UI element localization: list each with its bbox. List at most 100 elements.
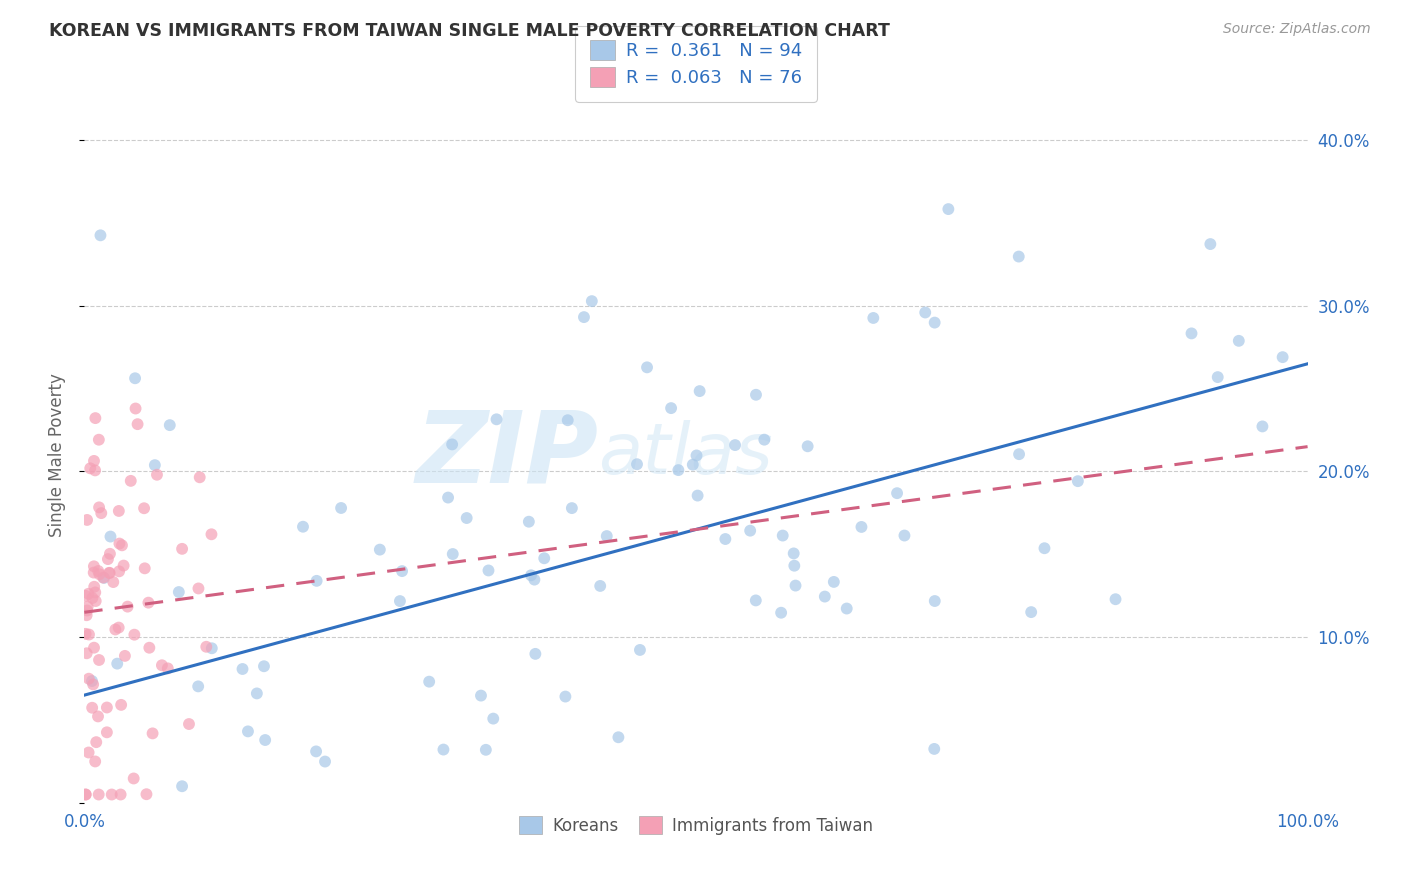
Point <box>103 575 125 590</box>
Point <box>135 787 157 801</box>
Point <box>1199 237 1222 252</box>
Point <box>330 501 353 516</box>
Point <box>561 501 583 516</box>
Point <box>150 658 173 673</box>
Point <box>666 463 689 477</box>
Point <box>82 591 104 605</box>
Point <box>893 528 915 542</box>
Point <box>134 561 156 575</box>
Legend: Koreans, Immigrants from Taiwan: Koreans, Immigrants from Taiwan <box>510 808 882 843</box>
Point <box>589 579 612 593</box>
Point <box>172 541 194 556</box>
Point <box>104 623 127 637</box>
Text: ZIP: ZIP <box>415 407 598 503</box>
Point <box>87 500 110 515</box>
Point <box>84 411 107 425</box>
Point <box>91 571 114 585</box>
Point <box>89 228 111 243</box>
Point <box>177 717 200 731</box>
Point <box>770 606 793 620</box>
Point <box>90 506 112 520</box>
Point <box>138 596 160 610</box>
Point <box>520 568 543 582</box>
Point <box>1033 541 1056 556</box>
Point <box>823 574 845 589</box>
Point <box>441 437 464 451</box>
Point <box>84 585 107 599</box>
Point <box>105 657 128 671</box>
Point <box>714 532 737 546</box>
Y-axis label: Single Male Poverty: Single Male Poverty <box>48 373 66 537</box>
Point <box>110 698 132 712</box>
Point <box>524 647 547 661</box>
Point <box>246 686 269 700</box>
Point <box>835 601 858 615</box>
Point <box>83 559 105 574</box>
Point <box>456 511 478 525</box>
Point <box>98 547 121 561</box>
Point <box>97 552 120 566</box>
Point <box>388 594 411 608</box>
Point <box>200 527 222 541</box>
Point <box>167 585 190 599</box>
Point <box>924 594 946 608</box>
Point <box>142 726 165 740</box>
Point <box>924 316 946 330</box>
Point <box>84 735 107 749</box>
Point <box>1251 419 1274 434</box>
Point <box>75 788 97 802</box>
Point <box>724 438 747 452</box>
Point <box>96 725 118 739</box>
Point <box>98 566 121 580</box>
Point <box>112 558 135 573</box>
Point <box>87 564 110 578</box>
Point <box>76 599 98 614</box>
Point <box>120 474 142 488</box>
Point <box>1067 474 1090 488</box>
Point <box>745 593 768 607</box>
Point <box>93 571 115 585</box>
Point <box>1019 605 1042 619</box>
Point <box>659 401 682 416</box>
Point <box>368 542 391 557</box>
Point <box>314 755 336 769</box>
Point <box>124 401 146 416</box>
Point <box>482 712 505 726</box>
Point <box>437 491 460 505</box>
Point <box>783 558 806 573</box>
Point <box>87 653 110 667</box>
Point <box>628 643 651 657</box>
Point <box>581 294 603 309</box>
Point <box>122 772 145 786</box>
Point <box>83 640 105 655</box>
Point <box>231 662 253 676</box>
Point <box>80 673 103 688</box>
Point <box>254 733 277 747</box>
Point <box>75 788 97 802</box>
Point <box>253 659 276 673</box>
Point <box>156 661 179 675</box>
Point <box>533 551 555 566</box>
Point <box>305 744 328 758</box>
Point <box>117 599 139 614</box>
Point <box>84 594 107 608</box>
Point <box>83 454 105 468</box>
Point <box>745 388 768 402</box>
Point <box>124 371 146 385</box>
Point <box>77 672 100 686</box>
Point <box>554 690 576 704</box>
Point <box>188 470 211 484</box>
Point <box>689 384 711 398</box>
Point <box>111 538 134 552</box>
Point <box>862 310 884 325</box>
Point <box>572 310 595 325</box>
Point <box>796 439 818 453</box>
Point <box>143 458 166 472</box>
Point <box>146 467 169 482</box>
Point <box>470 689 492 703</box>
Point <box>83 566 105 580</box>
Point <box>82 677 104 691</box>
Point <box>391 564 413 578</box>
Point <box>475 743 498 757</box>
Point <box>84 463 107 477</box>
